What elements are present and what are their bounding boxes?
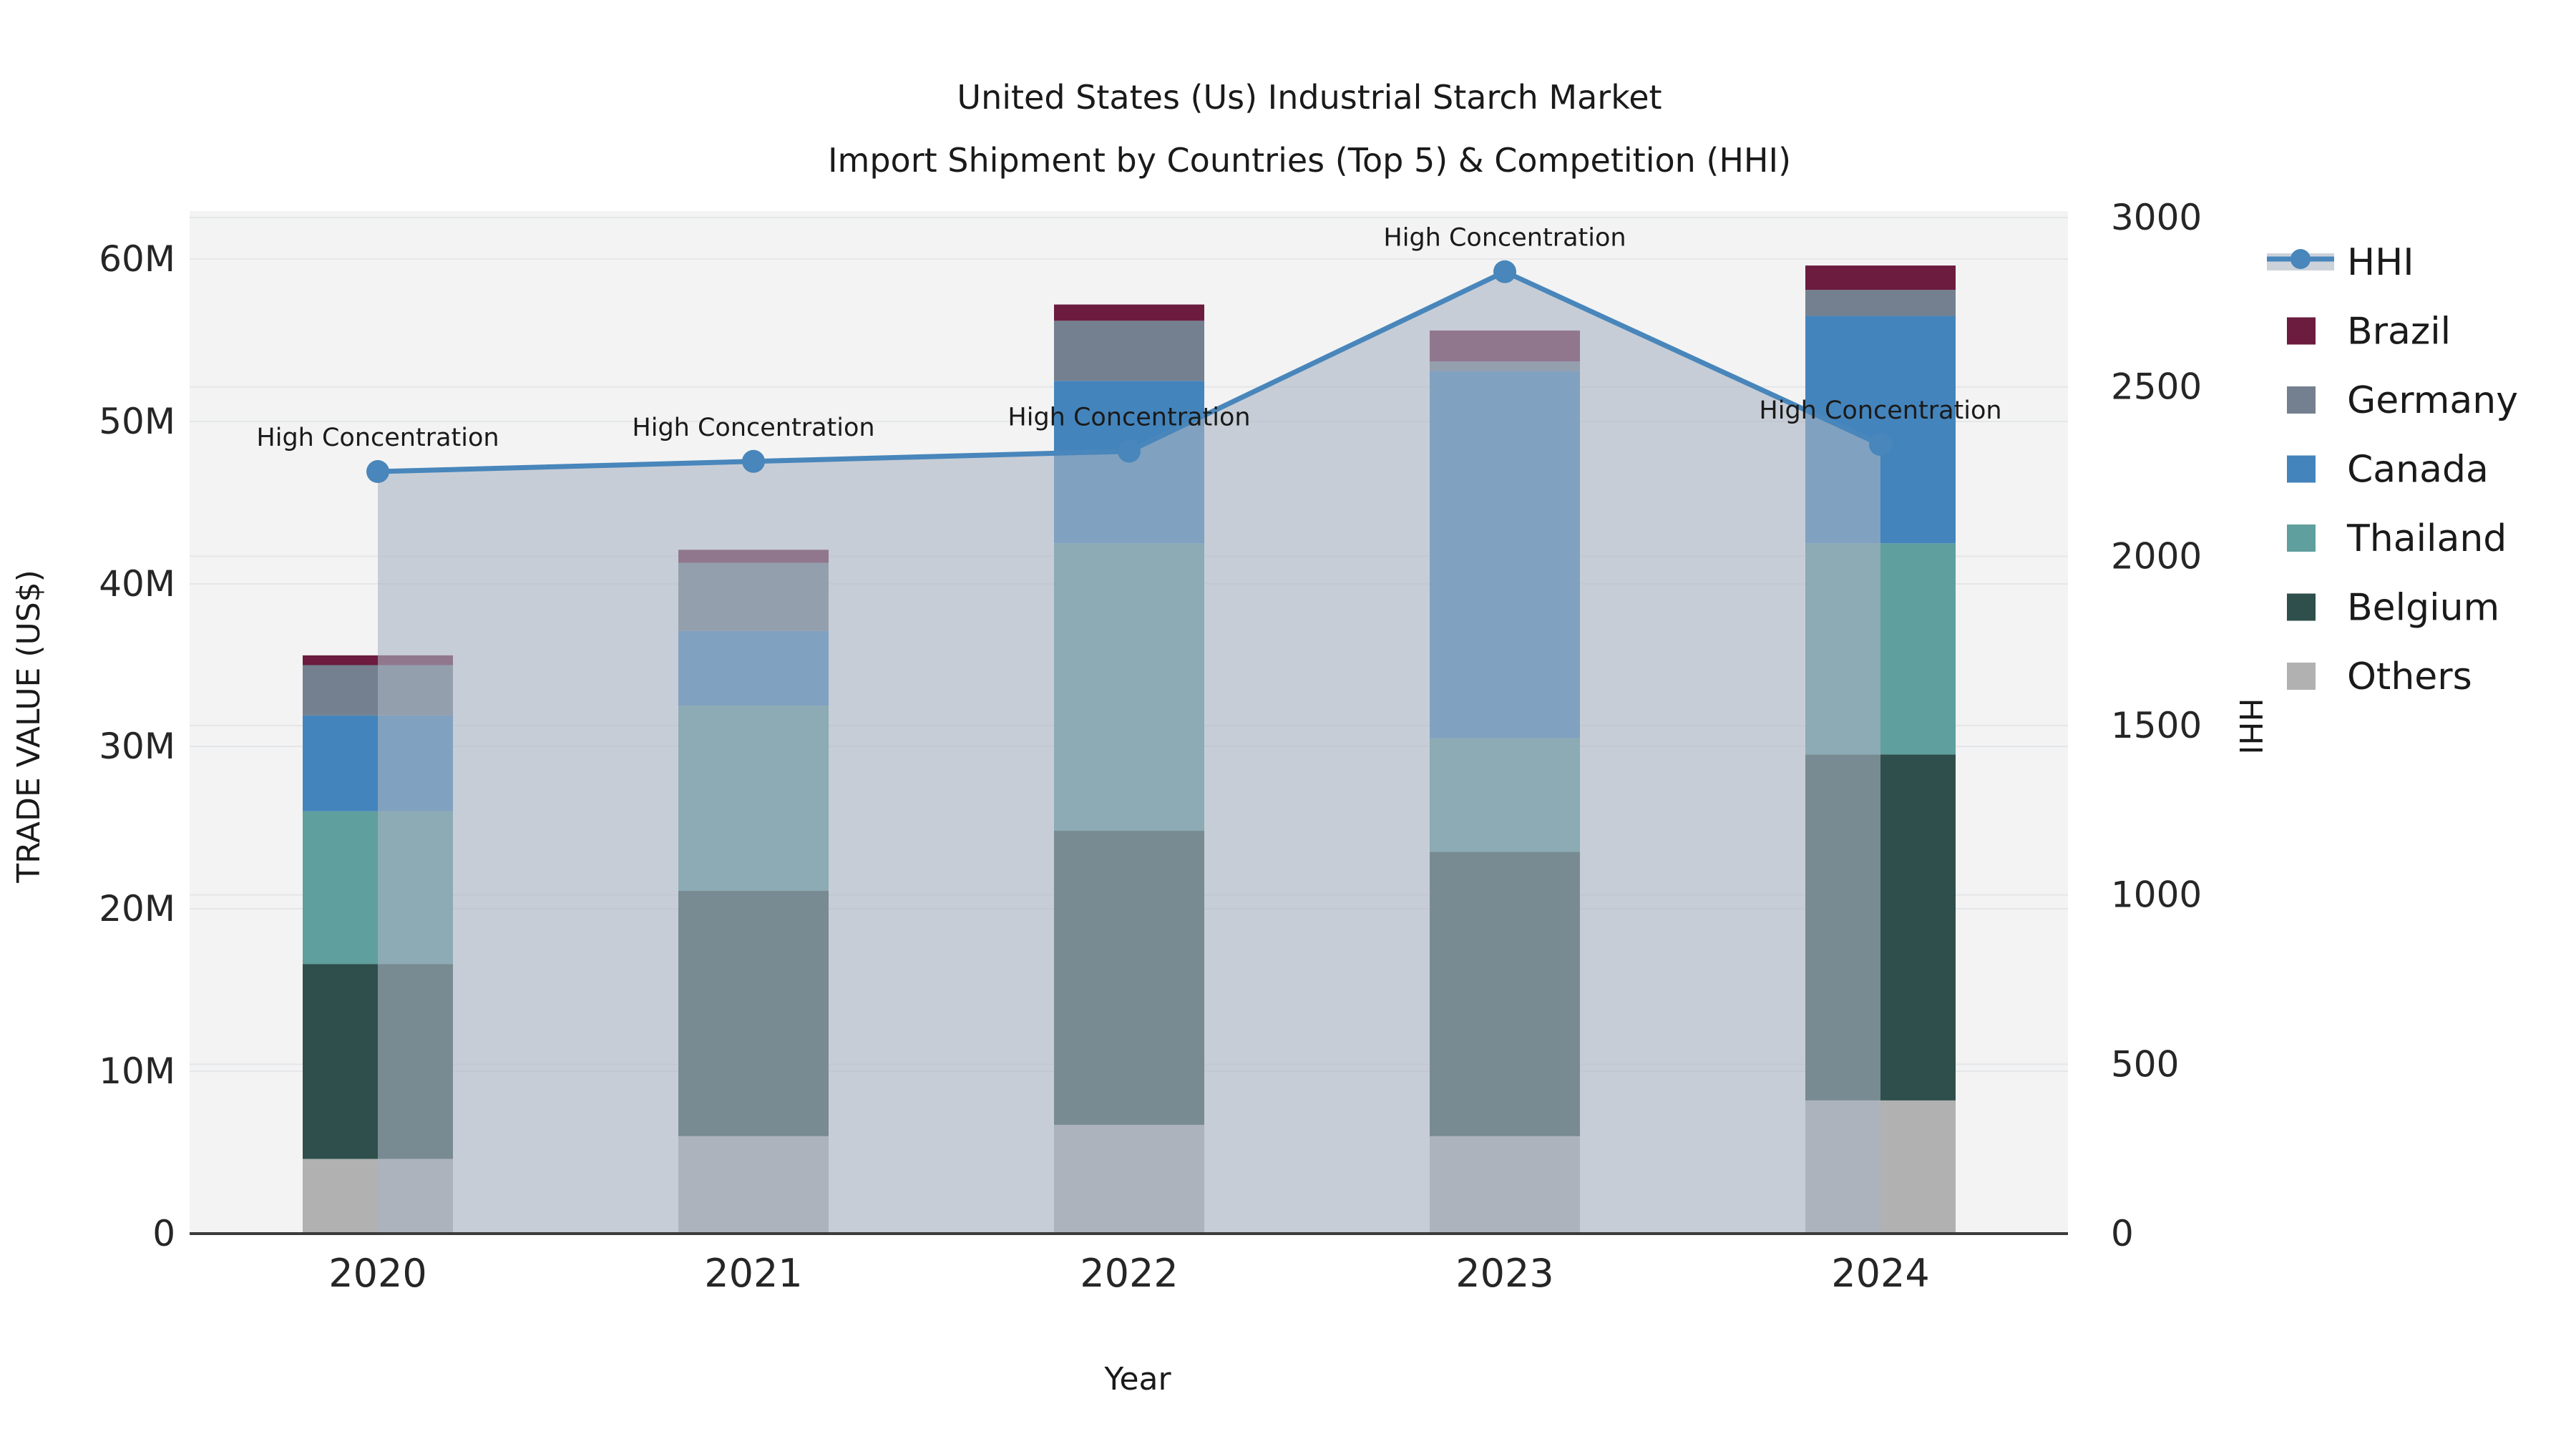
legend-hhi-marker bbox=[2290, 249, 2311, 269]
y-right-tick-label: 2000 bbox=[2111, 535, 2202, 577]
legend: HHI Brazil Germany Canada Thailand Belgium Oth… bbox=[2267, 241, 2518, 698]
bar-segment-germany-2024 bbox=[1805, 290, 1956, 316]
legend-swatch-others bbox=[2287, 663, 2316, 690]
hhi-marker-2021 bbox=[742, 449, 765, 473]
legend-swatch-germany bbox=[2287, 386, 2316, 414]
y-left-tick-label: 40M bbox=[99, 563, 175, 605]
legend-item-thailand: Thailand bbox=[2287, 517, 2507, 560]
annotation-high-concentration: High Concentration bbox=[1383, 224, 1626, 253]
hhi-line bbox=[366, 260, 1892, 484]
x-tick-label-2023: 2023 bbox=[1455, 1251, 1553, 1296]
y-right-axis-title: HHI bbox=[2232, 698, 2268, 754]
y-left-tick-label: 10M bbox=[99, 1050, 175, 1092]
legend-item-belgium: Belgium bbox=[2287, 587, 2499, 630]
y-left-tick-label: 0 bbox=[152, 1213, 175, 1254]
y-left-axis-title: TRADE VALUE (US$) bbox=[11, 570, 47, 884]
hhi-marker-2020 bbox=[366, 460, 389, 484]
x-tick-label-2022: 2022 bbox=[1080, 1251, 1178, 1296]
bar-segment-germany-2022 bbox=[1054, 321, 1204, 381]
y-right-tick-label: 1500 bbox=[2111, 705, 2202, 746]
legend-swatch-thailand bbox=[2287, 525, 2316, 552]
x-tick-labels: 2020 2021 2022 2023 2024 bbox=[328, 1251, 1929, 1296]
legend-item-brazil: Brazil bbox=[2287, 311, 2451, 353]
hhi-marker-2024 bbox=[1869, 433, 1892, 457]
legend-swatch-canada bbox=[2287, 455, 2316, 483]
bar-segment-brazil-2024 bbox=[1805, 265, 1956, 291]
x-tick-label-2024: 2024 bbox=[1831, 1251, 1929, 1296]
hhi-marker-2022 bbox=[1118, 439, 1141, 463]
chart-title-line2: Import Shipment by Countries (Top 5) & C… bbox=[828, 141, 1791, 180]
x-tick-label-2021: 2021 bbox=[704, 1251, 802, 1296]
annotation-high-concentration: High Concentration bbox=[1759, 396, 2001, 425]
bar-segment-brazil-2022 bbox=[1054, 304, 1204, 321]
legend-item-others: Others bbox=[2287, 655, 2472, 698]
legend-label: Canada bbox=[2347, 449, 2489, 492]
legend-label: Belgium bbox=[2347, 587, 2499, 630]
x-axis-title: Year bbox=[1103, 1361, 1171, 1397]
chart-title-line1: United States (Us) Industrial Starch Mar… bbox=[957, 78, 1662, 117]
legend-label: Thailand bbox=[2346, 517, 2507, 560]
y-left-tick-labels: 0 10M 20M 30M 40M 50M 60M bbox=[99, 238, 175, 1254]
y-left-tick-label: 60M bbox=[99, 238, 175, 280]
annotation-high-concentration: High Concentration bbox=[632, 414, 874, 442]
legend-item-canada: Canada bbox=[2287, 449, 2489, 492]
legend-item-hhi: HHI bbox=[2267, 241, 2414, 284]
y-right-tick-label: 2500 bbox=[2111, 366, 2202, 408]
legend-swatch-belgium bbox=[2287, 593, 2316, 621]
annotations: High Concentration High Concentration High… bbox=[256, 224, 2001, 452]
legend-label: Brazil bbox=[2347, 311, 2451, 353]
y-right-tick-label: 3000 bbox=[2111, 197, 2202, 238]
legend-swatch-brazil bbox=[2287, 317, 2316, 345]
hhi-area-polygon bbox=[378, 271, 1880, 1234]
legend-label: HHI bbox=[2347, 241, 2414, 284]
legend-item-germany: Germany bbox=[2287, 379, 2518, 422]
y-left-tick-label: 20M bbox=[99, 888, 175, 930]
hhi-area-fill bbox=[378, 271, 1880, 1234]
y-right-tick-label: 500 bbox=[2111, 1043, 2179, 1085]
y-right-tick-label: 0 bbox=[2111, 1213, 2134, 1254]
legend-label: Others bbox=[2347, 655, 2472, 698]
y-right-tick-label: 1000 bbox=[2111, 874, 2202, 916]
hhi-marker-2023 bbox=[1493, 260, 1516, 283]
legend-label: Germany bbox=[2347, 379, 2518, 422]
y-left-tick-label: 30M bbox=[99, 726, 175, 767]
y-left-tick-label: 50M bbox=[99, 401, 175, 442]
annotation-high-concentration: High Concentration bbox=[256, 424, 499, 452]
x-tick-label-2020: 2020 bbox=[328, 1251, 426, 1296]
annotation-high-concentration: High Concentration bbox=[1008, 404, 1250, 432]
y-right-tick-labels: 0 500 1000 1500 2000 2500 3000 bbox=[2111, 197, 2202, 1254]
